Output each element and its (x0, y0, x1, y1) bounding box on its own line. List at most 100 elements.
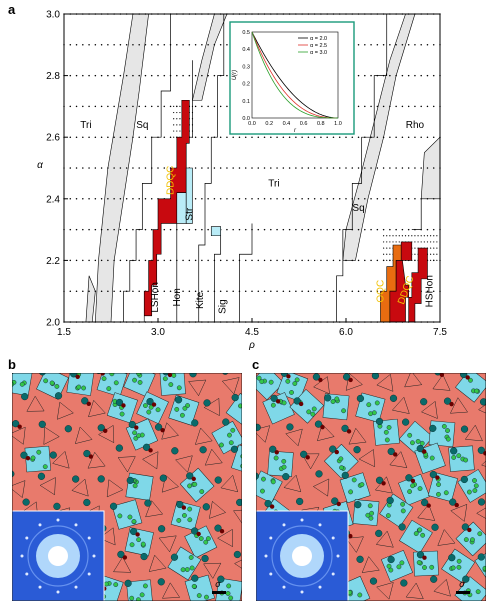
dark-particle (348, 377, 353, 383)
simulation-point (430, 241, 432, 243)
simulation-point (401, 167, 404, 169)
small-particle (366, 402, 372, 408)
simulation-point (176, 228, 178, 231)
small-particle (260, 488, 265, 494)
simulation-point (351, 167, 354, 169)
large-particle (115, 444, 123, 452)
large-particle (479, 398, 486, 406)
large-particle (83, 449, 91, 458)
simulation-point (82, 167, 84, 169)
large-particle (201, 554, 209, 563)
simulation-point (282, 259, 285, 262)
simulation-point (119, 136, 122, 138)
simulation-point (370, 198, 372, 200)
large-particle (443, 397, 452, 405)
simulation-point (376, 259, 379, 262)
simulation-point (307, 136, 310, 138)
small-particle (463, 457, 469, 463)
simulation-point (414, 136, 416, 138)
square-tile (339, 472, 371, 504)
small-particle (339, 465, 344, 471)
simulation-point (157, 259, 159, 262)
simulation-point (232, 136, 234, 138)
small-particle (270, 479, 276, 485)
simulation-point (370, 259, 372, 262)
small-particle (400, 501, 406, 507)
simulation-point (94, 290, 97, 292)
simulation-point (132, 228, 134, 231)
simulation-point (326, 290, 328, 292)
dark-particle (426, 503, 431, 508)
simulation-point (357, 228, 360, 231)
simulation-point (107, 290, 109, 292)
simulation-point (69, 44, 72, 46)
simulation-point (88, 74, 90, 77)
large-particle (416, 551, 425, 559)
large-particle (312, 373, 321, 381)
simulation-point (251, 290, 253, 292)
small-particle (261, 476, 266, 482)
triangle-tile (358, 448, 375, 468)
simulation-point (414, 259, 416, 261)
simulation-point (94, 167, 97, 169)
tiling-panel-c: σ (256, 373, 486, 601)
dark-particle (167, 373, 173, 378)
simulation-point (150, 198, 153, 200)
diffraction-peak (336, 554, 340, 558)
diffraction-peak (38, 523, 42, 527)
simulation-point (382, 167, 385, 169)
simulation-point (376, 228, 379, 231)
simulation-point (433, 241, 435, 243)
simulation-point (173, 118, 175, 120)
dark-particle (346, 429, 352, 434)
simulation-point (107, 74, 109, 77)
triangle-tile (203, 397, 220, 417)
simulation-point (420, 198, 422, 200)
simulation-point (138, 105, 140, 108)
small-particle (205, 536, 211, 541)
small-particle (466, 489, 472, 495)
simulation-point (194, 74, 197, 77)
simulation-point (364, 228, 366, 231)
simulation-point (182, 259, 184, 262)
simulation-point (332, 290, 335, 292)
small-particle (400, 508, 406, 514)
small-particle (463, 537, 469, 543)
diffraction-peak (300, 590, 304, 594)
small-particle (143, 403, 148, 408)
simulation-point (364, 74, 366, 77)
simulation-point (163, 259, 166, 262)
y-axis-label: α (37, 160, 43, 171)
simulation-point (270, 136, 272, 138)
simulation-point (226, 167, 228, 169)
simulation-point (313, 228, 316, 231)
small-particle (386, 425, 392, 430)
triangle-tile (221, 377, 240, 395)
small-particle (436, 491, 441, 497)
simulation-point (82, 290, 84, 292)
simulation-point (420, 136, 422, 138)
phase-label: HSHon (424, 275, 435, 307)
simulation-point (176, 111, 178, 114)
large-particle (191, 419, 199, 427)
simulation-point (188, 290, 191, 292)
dark-particle (348, 533, 353, 539)
simulation-point (288, 198, 291, 200)
large-particle (431, 523, 439, 531)
large-particle (460, 425, 469, 433)
simulation-point (132, 74, 134, 77)
triangle-tile (233, 509, 242, 524)
phase-label: Sig (218, 299, 229, 313)
simulation-point (392, 235, 394, 237)
small-particle (436, 482, 441, 487)
simulation-point (401, 198, 404, 200)
panel-label-a: a (8, 2, 16, 17)
small-particle (341, 408, 346, 414)
large-particle (293, 397, 301, 405)
dark-particle (135, 532, 140, 537)
diffraction-peak (318, 585, 322, 589)
simulation-point (411, 235, 413, 237)
simulation-point (88, 290, 90, 292)
simulation-point (100, 105, 103, 108)
inset-y-label: U(r) (232, 70, 238, 80)
